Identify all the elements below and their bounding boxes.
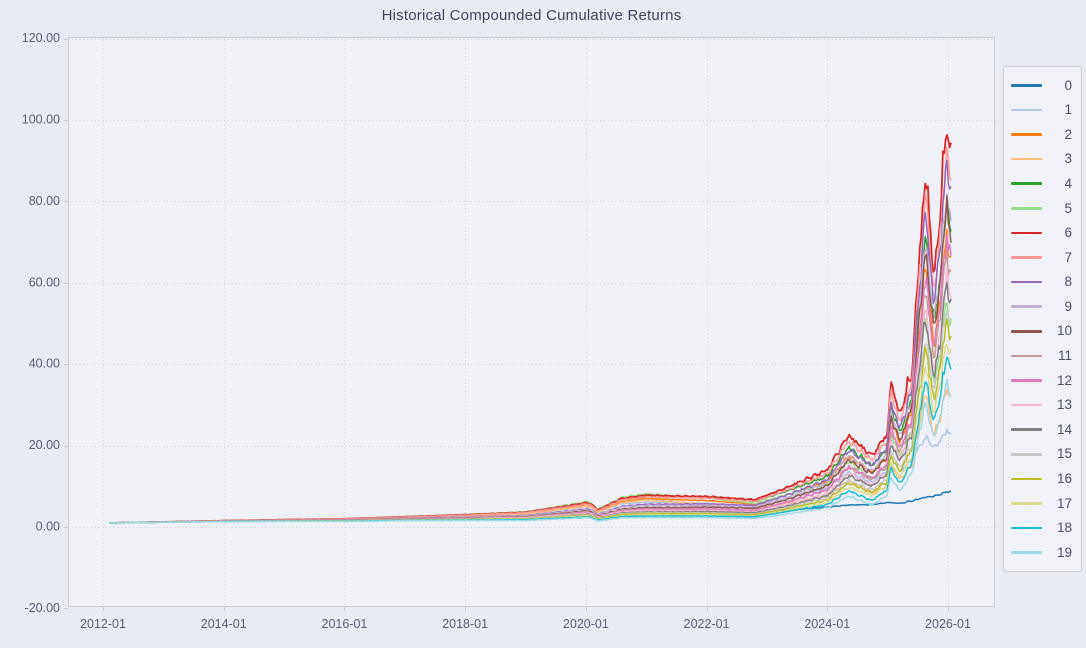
legend-line-swatch xyxy=(1011,108,1042,112)
legend-label: 12 xyxy=(1056,372,1072,388)
legend-line-swatch xyxy=(1011,403,1042,407)
legend-line-swatch xyxy=(1011,231,1042,235)
legend-label: 18 xyxy=(1056,520,1072,536)
legend-label: 19 xyxy=(1056,544,1072,560)
legend-label: 11 xyxy=(1057,348,1072,364)
legend-line-swatch xyxy=(1011,428,1042,431)
legend-item-15: 15 xyxy=(1004,442,1081,467)
chart-title: Historical Compounded Cumulative Returns xyxy=(381,7,682,24)
legend-item-8: 8 xyxy=(1004,270,1081,295)
legend-label: 6 xyxy=(1064,225,1072,241)
legend-item-9: 9 xyxy=(1004,294,1081,319)
legend-item-0: 0 xyxy=(1004,73,1081,98)
chart-legend: 0 1 2 3 4 5 6 7 8 9 10 11 12 13 14 15 16 17 18 19 xyxy=(1003,66,1082,572)
legend-item-12: 12 xyxy=(1004,368,1081,393)
legend-item-6: 6 xyxy=(1004,221,1081,246)
legend-item-19: 19 xyxy=(1004,540,1081,565)
legend-label: 16 xyxy=(1056,471,1072,487)
legend-item-14: 14 xyxy=(1004,417,1081,442)
legend-label: 17 xyxy=(1056,495,1072,511)
legend-item-16: 16 xyxy=(1004,467,1081,492)
legend-item-3: 3 xyxy=(1004,147,1081,172)
legend-item-10: 10 xyxy=(1004,319,1081,344)
legend-line-swatch xyxy=(1011,133,1042,136)
legend-item-11: 11 xyxy=(1004,344,1081,369)
legend-line-swatch xyxy=(1011,526,1042,530)
legend-label: 2 xyxy=(1064,126,1072,142)
legend-line-swatch xyxy=(1011,452,1042,456)
legend-label: 3 xyxy=(1064,151,1072,167)
legend-line-swatch xyxy=(1011,379,1042,382)
legend-line-swatch xyxy=(1011,305,1042,308)
legend-line-swatch xyxy=(1011,182,1042,185)
legend-label: 7 xyxy=(1064,249,1072,265)
legend-line-swatch xyxy=(1011,354,1042,358)
legend-item-7: 7 xyxy=(1004,245,1081,270)
legend-item-4: 4 xyxy=(1004,171,1081,196)
legend-label: 10 xyxy=(1056,323,1072,339)
legend-label: 14 xyxy=(1056,421,1072,437)
legend-item-18: 18 xyxy=(1004,516,1081,541)
legend-line-swatch xyxy=(1011,329,1042,333)
legend-item-5: 5 xyxy=(1004,196,1081,221)
legend-line-swatch xyxy=(1011,206,1042,210)
legend-item-17: 17 xyxy=(1004,491,1081,516)
legend-item-13: 13 xyxy=(1004,393,1081,418)
legend-label: 0 xyxy=(1064,77,1072,93)
legend-label: 8 xyxy=(1064,274,1072,290)
legend-item-2: 2 xyxy=(1004,122,1081,147)
legend-line-swatch xyxy=(1011,551,1042,554)
legend-label: 4 xyxy=(1064,175,1072,191)
legend-label: 15 xyxy=(1056,446,1072,462)
legend-line-swatch xyxy=(1011,84,1042,87)
legend-line-swatch xyxy=(1011,157,1042,161)
legend-line-swatch xyxy=(1011,502,1042,505)
legend-label: 5 xyxy=(1064,200,1072,216)
legend-line-swatch xyxy=(1011,256,1042,259)
legend-item-1: 1 xyxy=(1004,98,1081,123)
legend-line-swatch xyxy=(1011,477,1042,481)
legend-label: 9 xyxy=(1064,298,1072,314)
legend-label: 13 xyxy=(1056,397,1072,413)
legend-line-swatch xyxy=(1011,280,1042,284)
legend-label: 1 xyxy=(1064,102,1072,118)
